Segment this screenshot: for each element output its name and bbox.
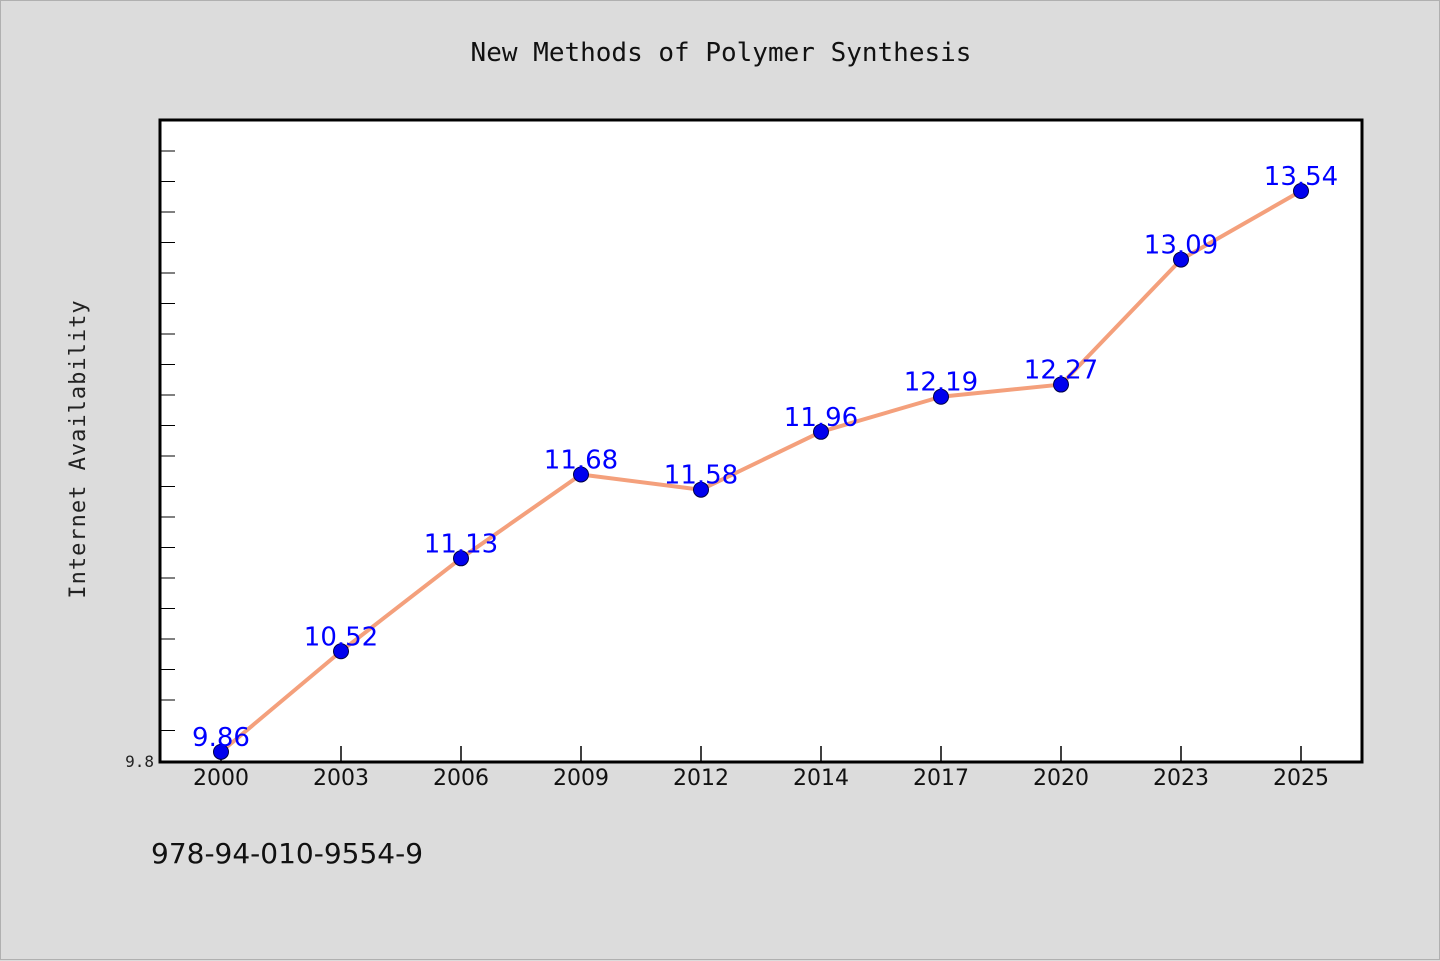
series-line	[219, 189, 1303, 754]
series-line-group	[219, 189, 1303, 754]
x-tick-label: 2023	[1153, 766, 1209, 791]
data-point	[1173, 251, 1189, 268]
isbn-text: 978-94-010-9554-9	[151, 837, 424, 870]
data-labels: 9.86 10.52 11.13 11.68 11.58 11.96 12.19 12.27 1…	[192, 162, 1338, 753]
data-point	[573, 466, 589, 483]
data-label: 11.68	[544, 445, 618, 475]
data-point	[933, 388, 949, 405]
x-tick-label: 2000	[193, 766, 249, 791]
series-markers	[213, 183, 1309, 760]
data-point	[693, 481, 709, 498]
data-point	[1293, 183, 1309, 199]
chart-title: New Methods of Polymer Synthesis	[471, 38, 972, 68]
data-label: 9.86	[192, 723, 250, 753]
y-tick-label-min: 9.8	[125, 752, 154, 771]
data-point	[213, 743, 229, 760]
data-point	[813, 423, 829, 440]
data-point	[453, 550, 469, 567]
data-label: 12.19	[904, 368, 978, 398]
data-label: 12.27	[1024, 356, 1098, 386]
y-axis-ticks	[160, 150, 175, 731]
x-tick-label: 2009	[553, 766, 609, 791]
data-label: 13.54	[1264, 162, 1338, 192]
x-tick-label: 2020	[1033, 766, 1089, 791]
data-point	[1053, 376, 1069, 393]
y-axis-label: Internet Availability	[66, 299, 91, 598]
x-tick-label: 2014	[793, 766, 849, 791]
data-point	[333, 643, 349, 660]
x-tick-label: 2017	[913, 766, 969, 791]
plot-area	[158, 118, 1364, 764]
x-axis-ticks: 2000 2003 2006 2009 2012 2014 2017 2020 2023 2025	[193, 746, 1329, 791]
x-tick-label: 2003	[313, 766, 369, 791]
data-label: 11.96	[784, 403, 858, 433]
data-label: 10.52	[304, 622, 378, 652]
x-tick-label: 2012	[673, 766, 729, 791]
data-label: 11.13	[424, 529, 498, 559]
data-label: 13.09	[1144, 231, 1218, 261]
data-label: 11.58	[664, 461, 738, 491]
x-tick-label: 2006	[433, 766, 489, 791]
x-tick-label: 2025	[1273, 766, 1329, 791]
